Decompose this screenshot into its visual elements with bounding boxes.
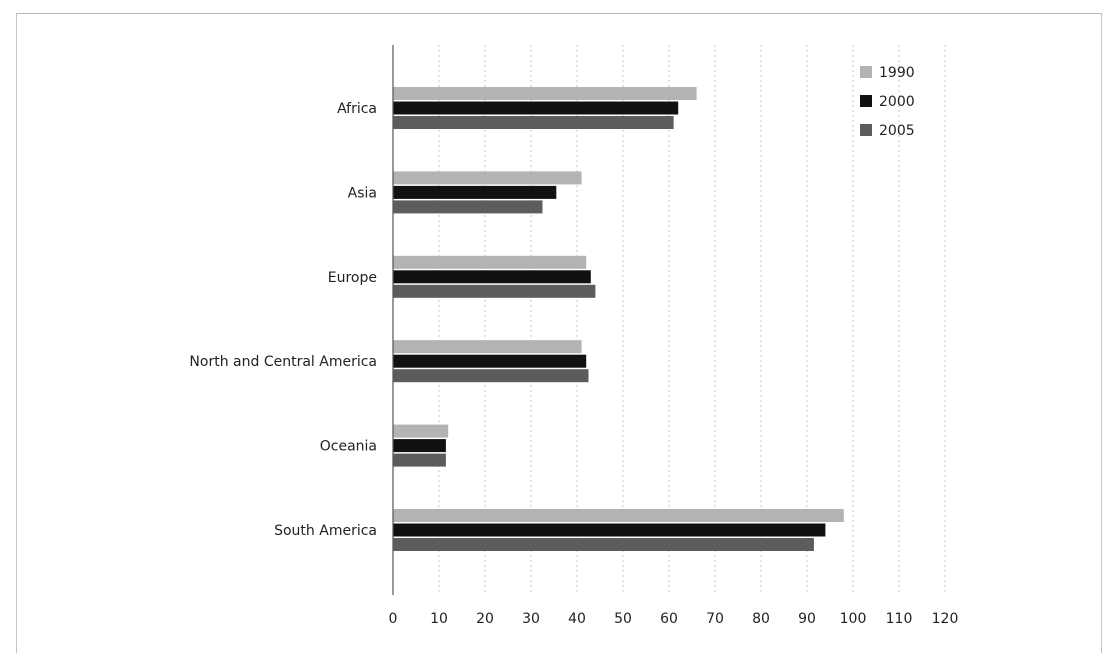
x-tick-label: 0 xyxy=(389,611,398,627)
x-tick-label: 120 xyxy=(932,611,959,627)
bars-layer xyxy=(393,87,844,551)
x-tick-label: 100 xyxy=(840,611,867,627)
bar-2005 xyxy=(393,453,446,467)
category-label: Europe xyxy=(328,270,377,286)
legend-swatch-2000 xyxy=(860,95,872,107)
bar-2000 xyxy=(393,270,591,284)
bar-2005 xyxy=(393,538,814,551)
x-tick-label: 20 xyxy=(476,611,494,627)
bar-2000 xyxy=(393,523,826,537)
bar-1990 xyxy=(393,255,587,269)
category-label: Asia xyxy=(348,185,377,201)
bar-2005 xyxy=(393,369,589,383)
x-tick-label: 70 xyxy=(706,611,724,627)
category-label: South America xyxy=(274,523,377,539)
legend-swatch-1990 xyxy=(860,66,872,78)
x-tick-label: 80 xyxy=(752,611,770,627)
bar-2000 xyxy=(393,101,679,115)
bar-2005 xyxy=(393,284,596,298)
bar-1990 xyxy=(393,340,582,354)
x-tick-label: 10 xyxy=(430,611,448,627)
legend-label: 1990 xyxy=(879,65,915,81)
bar-2005 xyxy=(393,200,543,214)
category-label: North and Central America xyxy=(189,354,377,370)
bar-2000 xyxy=(393,439,446,453)
bar-1990 xyxy=(393,424,449,438)
x-tick-label: 60 xyxy=(660,611,678,627)
bar-2005 xyxy=(393,116,674,129)
x-tick-label: 30 xyxy=(522,611,540,627)
bar-1990 xyxy=(393,509,844,522)
bar-1990 xyxy=(393,171,582,185)
category-label: Africa xyxy=(337,101,377,117)
legend: 1990 2000 2005 xyxy=(860,65,915,139)
bar-2000 xyxy=(393,185,557,199)
bar-1990 xyxy=(393,87,697,100)
x-tick-label: 50 xyxy=(614,611,632,627)
grid-layer xyxy=(438,45,946,595)
x-tick-label: 90 xyxy=(798,611,816,627)
axis-layer: 0 10 20 30 40 50 60 70 80 90 100 110 120 Africa Asia Eu… xyxy=(189,45,958,627)
legend-label: 2005 xyxy=(879,123,915,139)
bar-2000 xyxy=(393,354,587,368)
x-tick-label: 40 xyxy=(568,611,586,627)
category-label: Oceania xyxy=(320,439,377,455)
x-tick-label: 110 xyxy=(886,611,913,627)
legend-swatch-2005 xyxy=(860,124,872,136)
legend-label: 2000 xyxy=(879,94,915,110)
